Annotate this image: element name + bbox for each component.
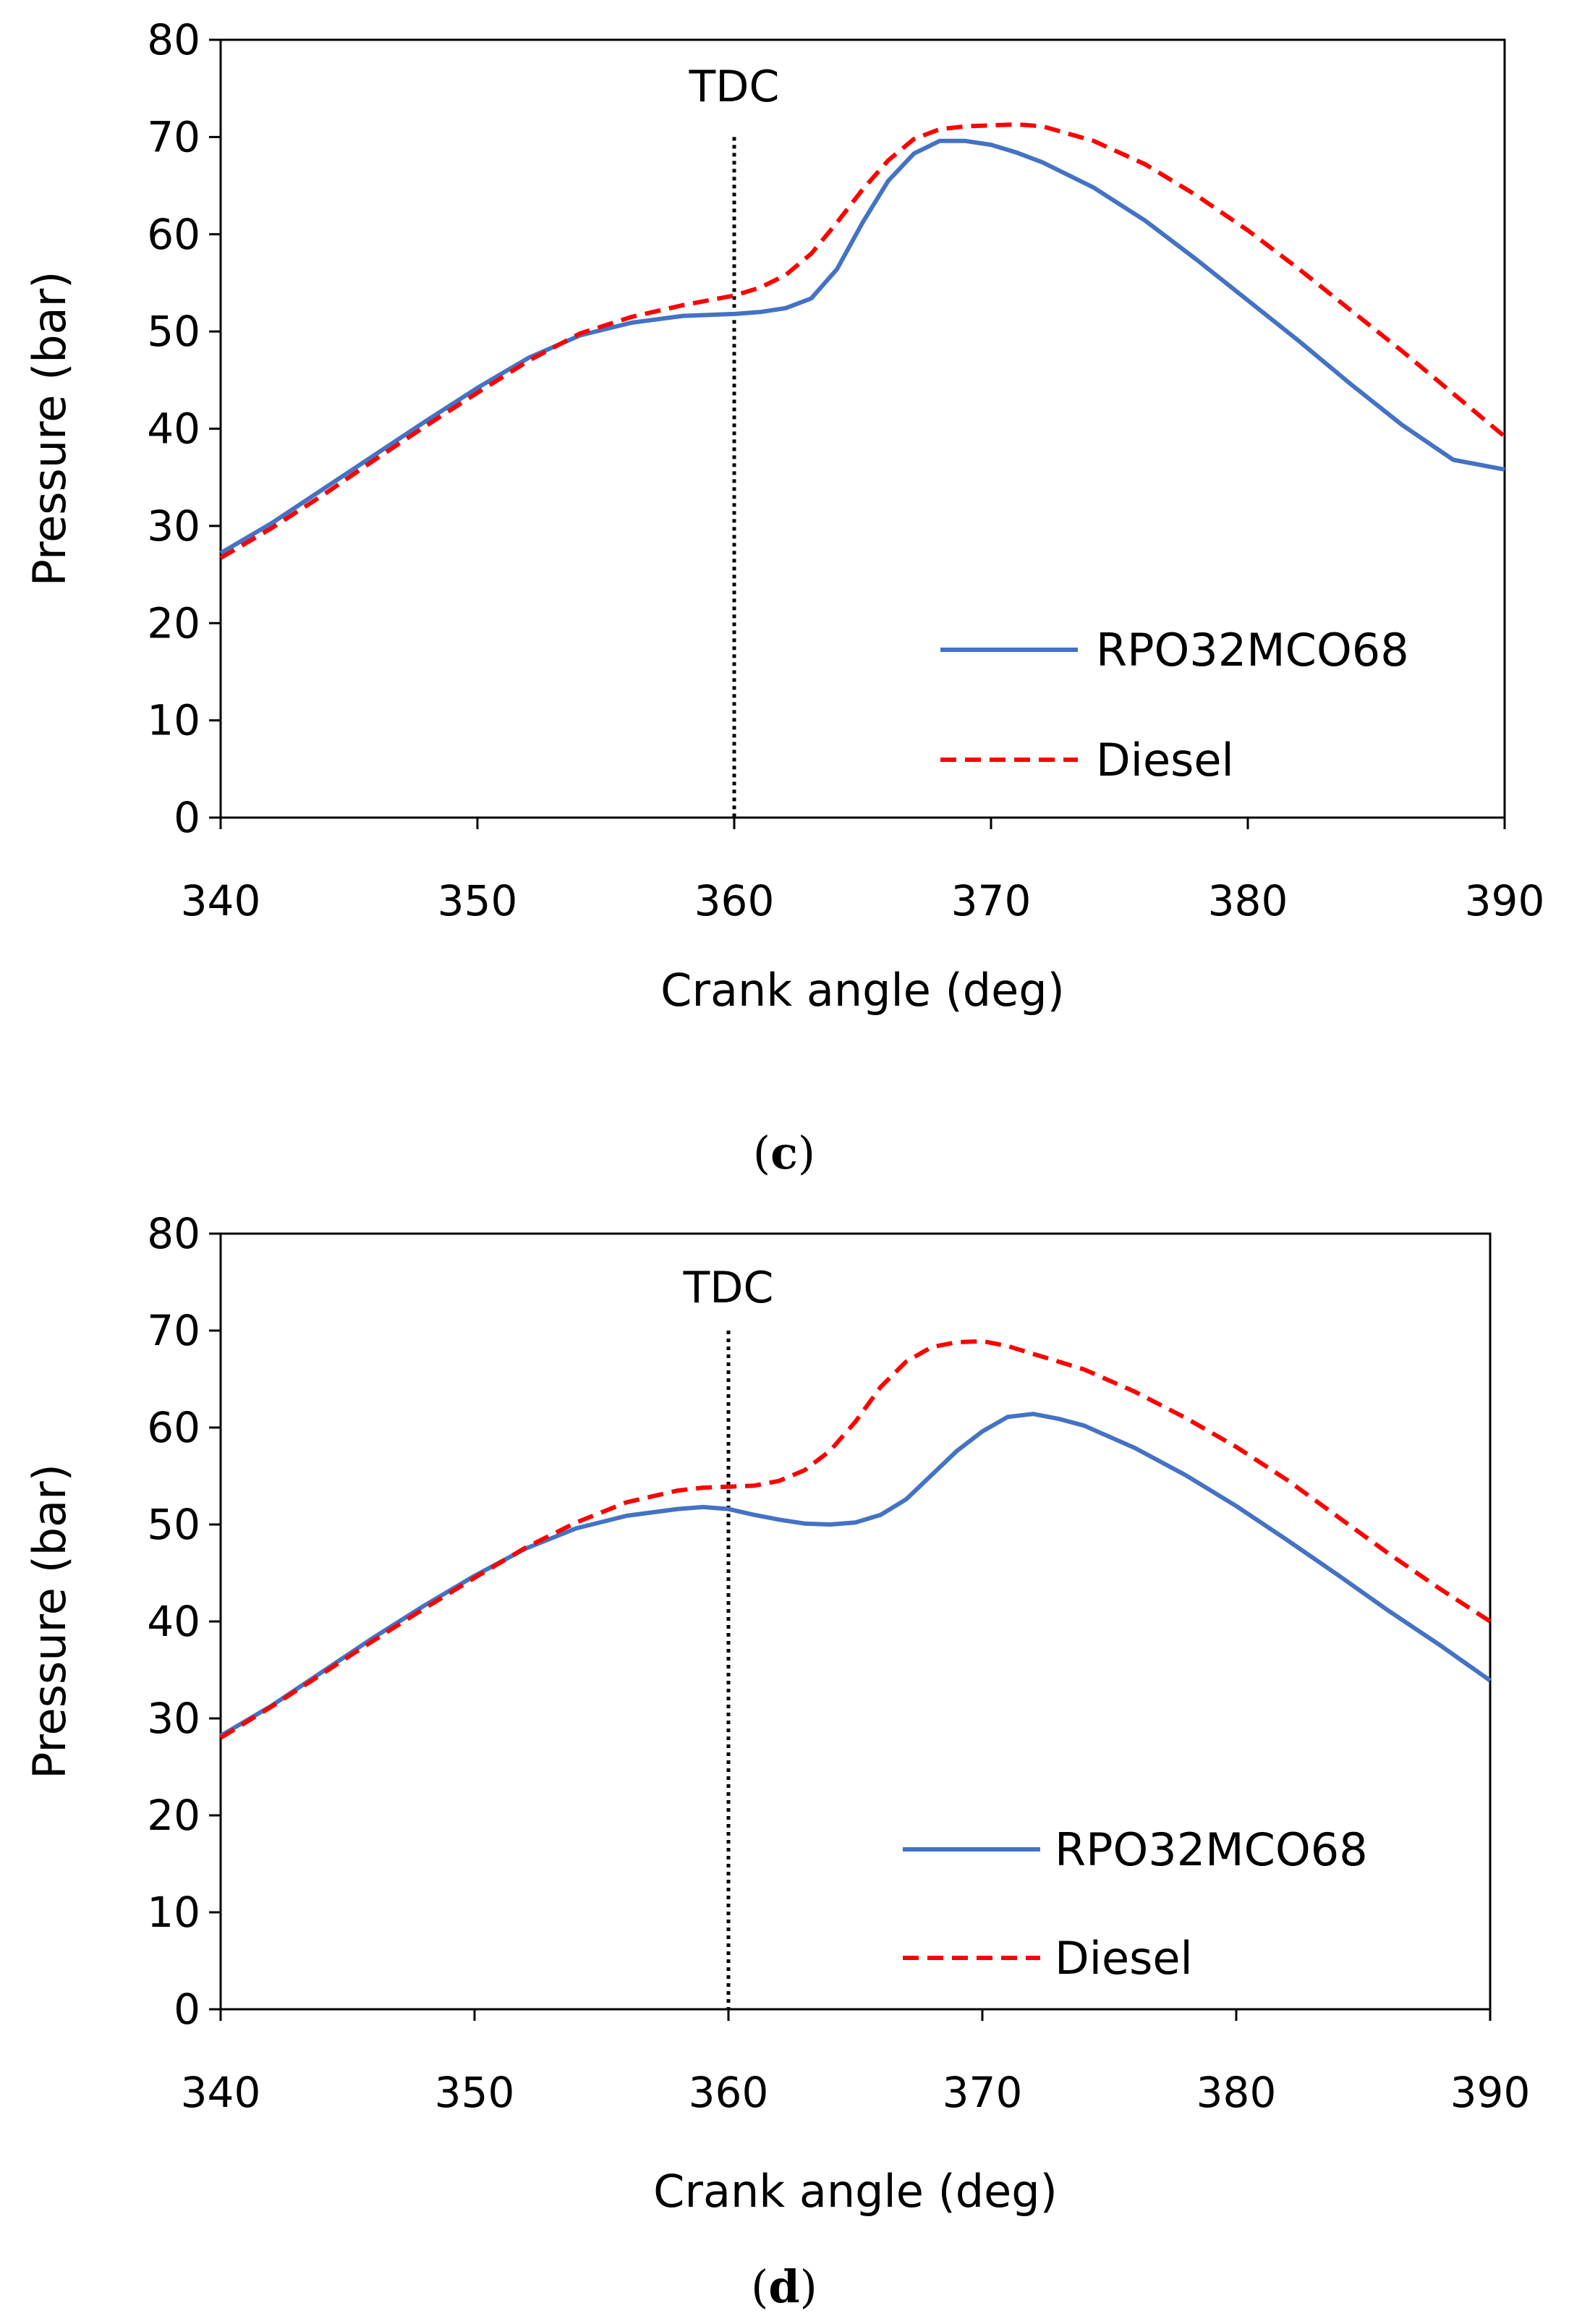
x-tick-label: 370 [951,876,1032,925]
panel-label-letter: d [768,2260,799,2313]
y-tick-label: 70 [147,1306,200,1355]
panel-label-letter: c [770,1127,798,1179]
y-tick-label: 20 [147,598,200,648]
x-axis-title: Crank angle (deg) [653,2165,1058,2218]
series-line-diesel [219,1339,1492,1740]
y-tick-label: 60 [147,1403,200,1452]
x-tick-label: 380 [1196,2068,1277,2117]
x-tick-label: 350 [435,2068,515,2117]
y-axis-title: Pressure (bar) [23,271,76,587]
y-tick-label: 20 [147,1791,200,1840]
panel-label: (c) [753,1127,815,1179]
chart-panel-d: 0 10 20 30 40 50 60 70 80 340 350 360 370 380 390 Crank… [23,1209,1530,2313]
y-tick-label: 40 [147,404,200,454]
x-axis-title: Crank angle (deg) [660,964,1065,1017]
x-tick-label: 340 [181,876,261,925]
y-tick-label: 0 [174,1985,200,2034]
y-tick-label: 80 [147,15,200,64]
x-tick-label: 390 [1465,876,1545,925]
y-tick-label: 80 [147,1209,200,1258]
x-tick-label: 360 [689,2068,769,2117]
y-tick-label: 0 [174,793,200,842]
legend-label: Diesel [1096,734,1234,786]
x-tick-label: 390 [1450,2068,1531,2117]
x-tick-label: 350 [438,876,518,925]
y-tick-label: 70 [147,112,200,161]
panel-label-close: ) [798,1127,815,1179]
y-axis-title: Pressure (bar) [23,1464,76,1779]
y-tick-label: 10 [147,696,200,745]
y-tick-label: 30 [147,1694,200,1743]
x-tick-label: 360 [694,876,775,925]
series-line-rpo32mco68 [219,138,1505,556]
plot-frame [219,1232,1492,2011]
chart-panel-c: 0 10 20 30 40 50 60 70 80 340 350 360 370 380 390 Crank… [23,15,1544,1179]
x-tick-label: 380 [1208,876,1288,925]
y-tick-label: 50 [147,1500,200,1549]
series-line-diesel [219,122,1506,560]
tdc-label: TDC [689,62,780,112]
series-line-rpo32mco68 [219,1412,1492,1738]
legend-label: Diesel [1055,1932,1193,1985]
tdc-label: TDC [683,1263,774,1313]
y-tick-label: 30 [147,501,200,551]
y-tick-label: 60 [147,210,200,259]
legend-label: RPO32MCO68 [1096,624,1409,677]
y-tick-label: 50 [147,307,200,356]
y-tick-label: 40 [147,1597,200,1646]
legend-label: RPO32MCO68 [1055,1823,1368,1876]
panel-label-close: ) [800,2260,817,2313]
panel-label-open: ( [751,2260,768,2313]
y-tick-label: 10 [147,1888,200,1937]
x-tick-label: 370 [943,2068,1023,2117]
panel-label: (d) [751,2260,817,2313]
x-tick-label: 340 [181,2068,261,2117]
panel-label-open: ( [753,1127,770,1179]
